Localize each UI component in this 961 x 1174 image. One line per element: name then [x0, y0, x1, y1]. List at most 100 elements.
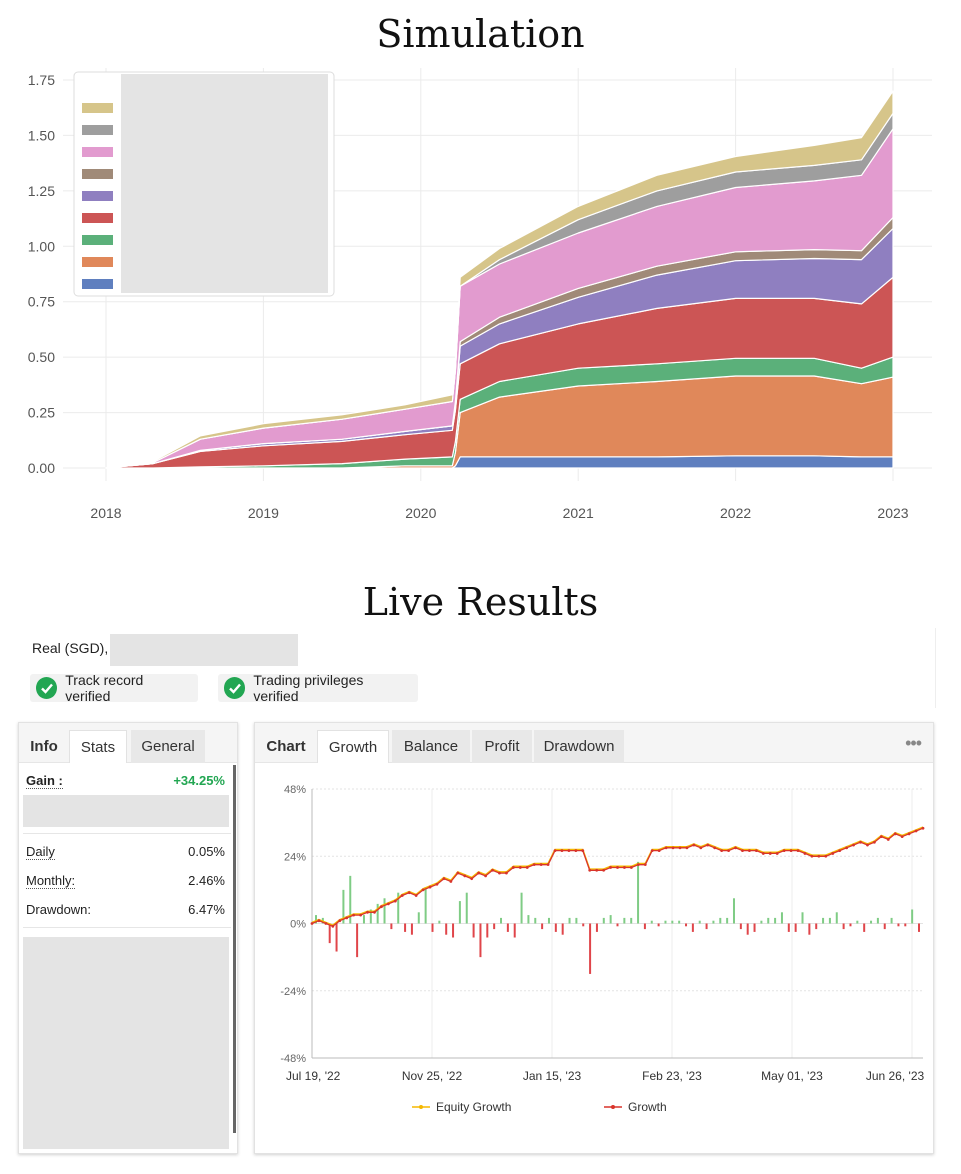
x-tick-label: 2020: [405, 505, 436, 521]
growth-point: [657, 849, 661, 853]
daily-bar: [890, 917, 893, 924]
daily-bar: [657, 923, 660, 927]
trading-privileges-label: Trading privileges verified: [253, 672, 364, 704]
daily-bar: [822, 917, 825, 924]
y-tick-label: 48%: [284, 784, 306, 796]
daily-bar: [904, 923, 907, 927]
growth-point: [477, 871, 481, 875]
legend-growth-label: Growth: [628, 1100, 667, 1114]
growth-point: [588, 868, 592, 872]
daily-bar: [760, 920, 763, 924]
daily-bar: [863, 923, 866, 932]
daily-bar: [424, 887, 427, 924]
daily-bar: [630, 917, 633, 924]
tab-drawdown[interactable]: Drawdown: [534, 730, 624, 763]
growth-point: [560, 849, 564, 853]
growth-point: [407, 891, 411, 895]
daily-bar: [527, 915, 530, 924]
daily-bar: [712, 920, 715, 924]
y-tick-label: 0.00: [28, 460, 55, 476]
daily-bar: [417, 912, 420, 924]
growth-point: [449, 880, 453, 883]
scrollbar[interactable]: [233, 765, 236, 1133]
growth-point: [720, 849, 724, 853]
daily-label: Daily: [26, 844, 55, 860]
daily-bar: [876, 917, 879, 924]
growth-point: [609, 866, 612, 869]
growth-point: [491, 868, 494, 872]
daily-bar: [383, 898, 386, 924]
y-tick-label: 0%: [290, 919, 306, 931]
growth-point: [768, 852, 772, 855]
growth-point: [380, 905, 383, 909]
simulation-chart: 0.00 0.25 0.50 0.75 1.00 1.25 1.50 1.75 2018 2019…: [28, 68, 932, 521]
daily-bar: [643, 923, 646, 930]
daily-bar: [801, 912, 804, 924]
growth-point: [616, 866, 619, 869]
gain-row: Gain : +34.25%: [26, 773, 225, 789]
growth-point: [386, 902, 390, 906]
daily-bar: [315, 915, 317, 924]
daily-bar: [500, 917, 503, 924]
daily-bar: [650, 920, 653, 924]
growth-point: [428, 885, 432, 889]
x-tick-label: 2022: [720, 505, 751, 521]
daily-bar: [431, 923, 434, 932]
track-record-badge[interactable]: Track record verified: [30, 672, 198, 704]
growth-chart: 48% 24% 0% -24% -48% Jul 19, '22 Nov 25, '22 Ja…: [280, 784, 924, 1114]
growth-point: [400, 894, 404, 897]
growth-point: [470, 877, 474, 881]
daily-bar: [328, 923, 331, 944]
growth-point: [706, 843, 710, 847]
tab-info[interactable]: Info: [30, 738, 58, 755]
tab-profit[interactable]: Profit: [472, 730, 532, 763]
growth-point: [754, 849, 758, 853]
growth-point: [872, 840, 876, 844]
tab-balance[interactable]: Balance: [392, 730, 470, 763]
daily-bar: [698, 920, 701, 924]
daily-row: Daily 0.05%: [26, 844, 225, 860]
daily-bar: [342, 889, 345, 924]
tab-general[interactable]: General: [131, 730, 205, 763]
x-tick-label: Jul 19, '22: [286, 1069, 341, 1083]
growth-point: [866, 843, 869, 847]
daily-bar: [849, 923, 852, 927]
growth-point: [796, 849, 800, 853]
daily-bar: [794, 923, 797, 932]
growth-point: [789, 849, 793, 853]
daily-bar: [691, 923, 694, 932]
growth-point: [623, 866, 626, 869]
growth-point: [595, 868, 599, 872]
daily-bar: [856, 920, 859, 924]
chart-panel: Chart Growth Balance Profit Drawdown •••: [254, 722, 934, 1154]
legend-swatch: [82, 213, 113, 223]
equity-growth-line: [311, 826, 924, 927]
area-series-9: [105, 90, 894, 469]
growth-point: [414, 894, 418, 897]
daily-bar: [493, 923, 496, 930]
legend-equity-marker: [419, 1105, 423, 1109]
tab-stats[interactable]: Stats: [69, 730, 127, 763]
daily-bar: [445, 923, 448, 935]
growth-point: [456, 871, 460, 875]
x-tick-label: 2021: [563, 505, 594, 521]
tab-chart[interactable]: Chart: [266, 738, 306, 755]
legend-swatch: [82, 125, 113, 135]
daily-bar: [623, 917, 626, 924]
daily-bar: [787, 923, 790, 932]
daily-bar: [808, 923, 811, 935]
more-dots-icon[interactable]: •••: [905, 733, 922, 753]
trading-privileges-badge[interactable]: Trading privileges verified: [218, 672, 418, 704]
growth-point: [914, 829, 918, 833]
legend-swatch: [82, 147, 113, 157]
growth-point: [824, 854, 828, 858]
daily-bar: [369, 909, 372, 924]
growth-point: [463, 874, 467, 878]
growth-point: [435, 882, 439, 886]
tab-growth[interactable]: Growth: [317, 730, 389, 763]
y-tick-label: 0.25: [28, 405, 55, 421]
daily-bar: [883, 923, 886, 930]
growth-point: [546, 863, 550, 867]
daily-bar: [486, 923, 489, 938]
growth-line: [311, 827, 924, 928]
